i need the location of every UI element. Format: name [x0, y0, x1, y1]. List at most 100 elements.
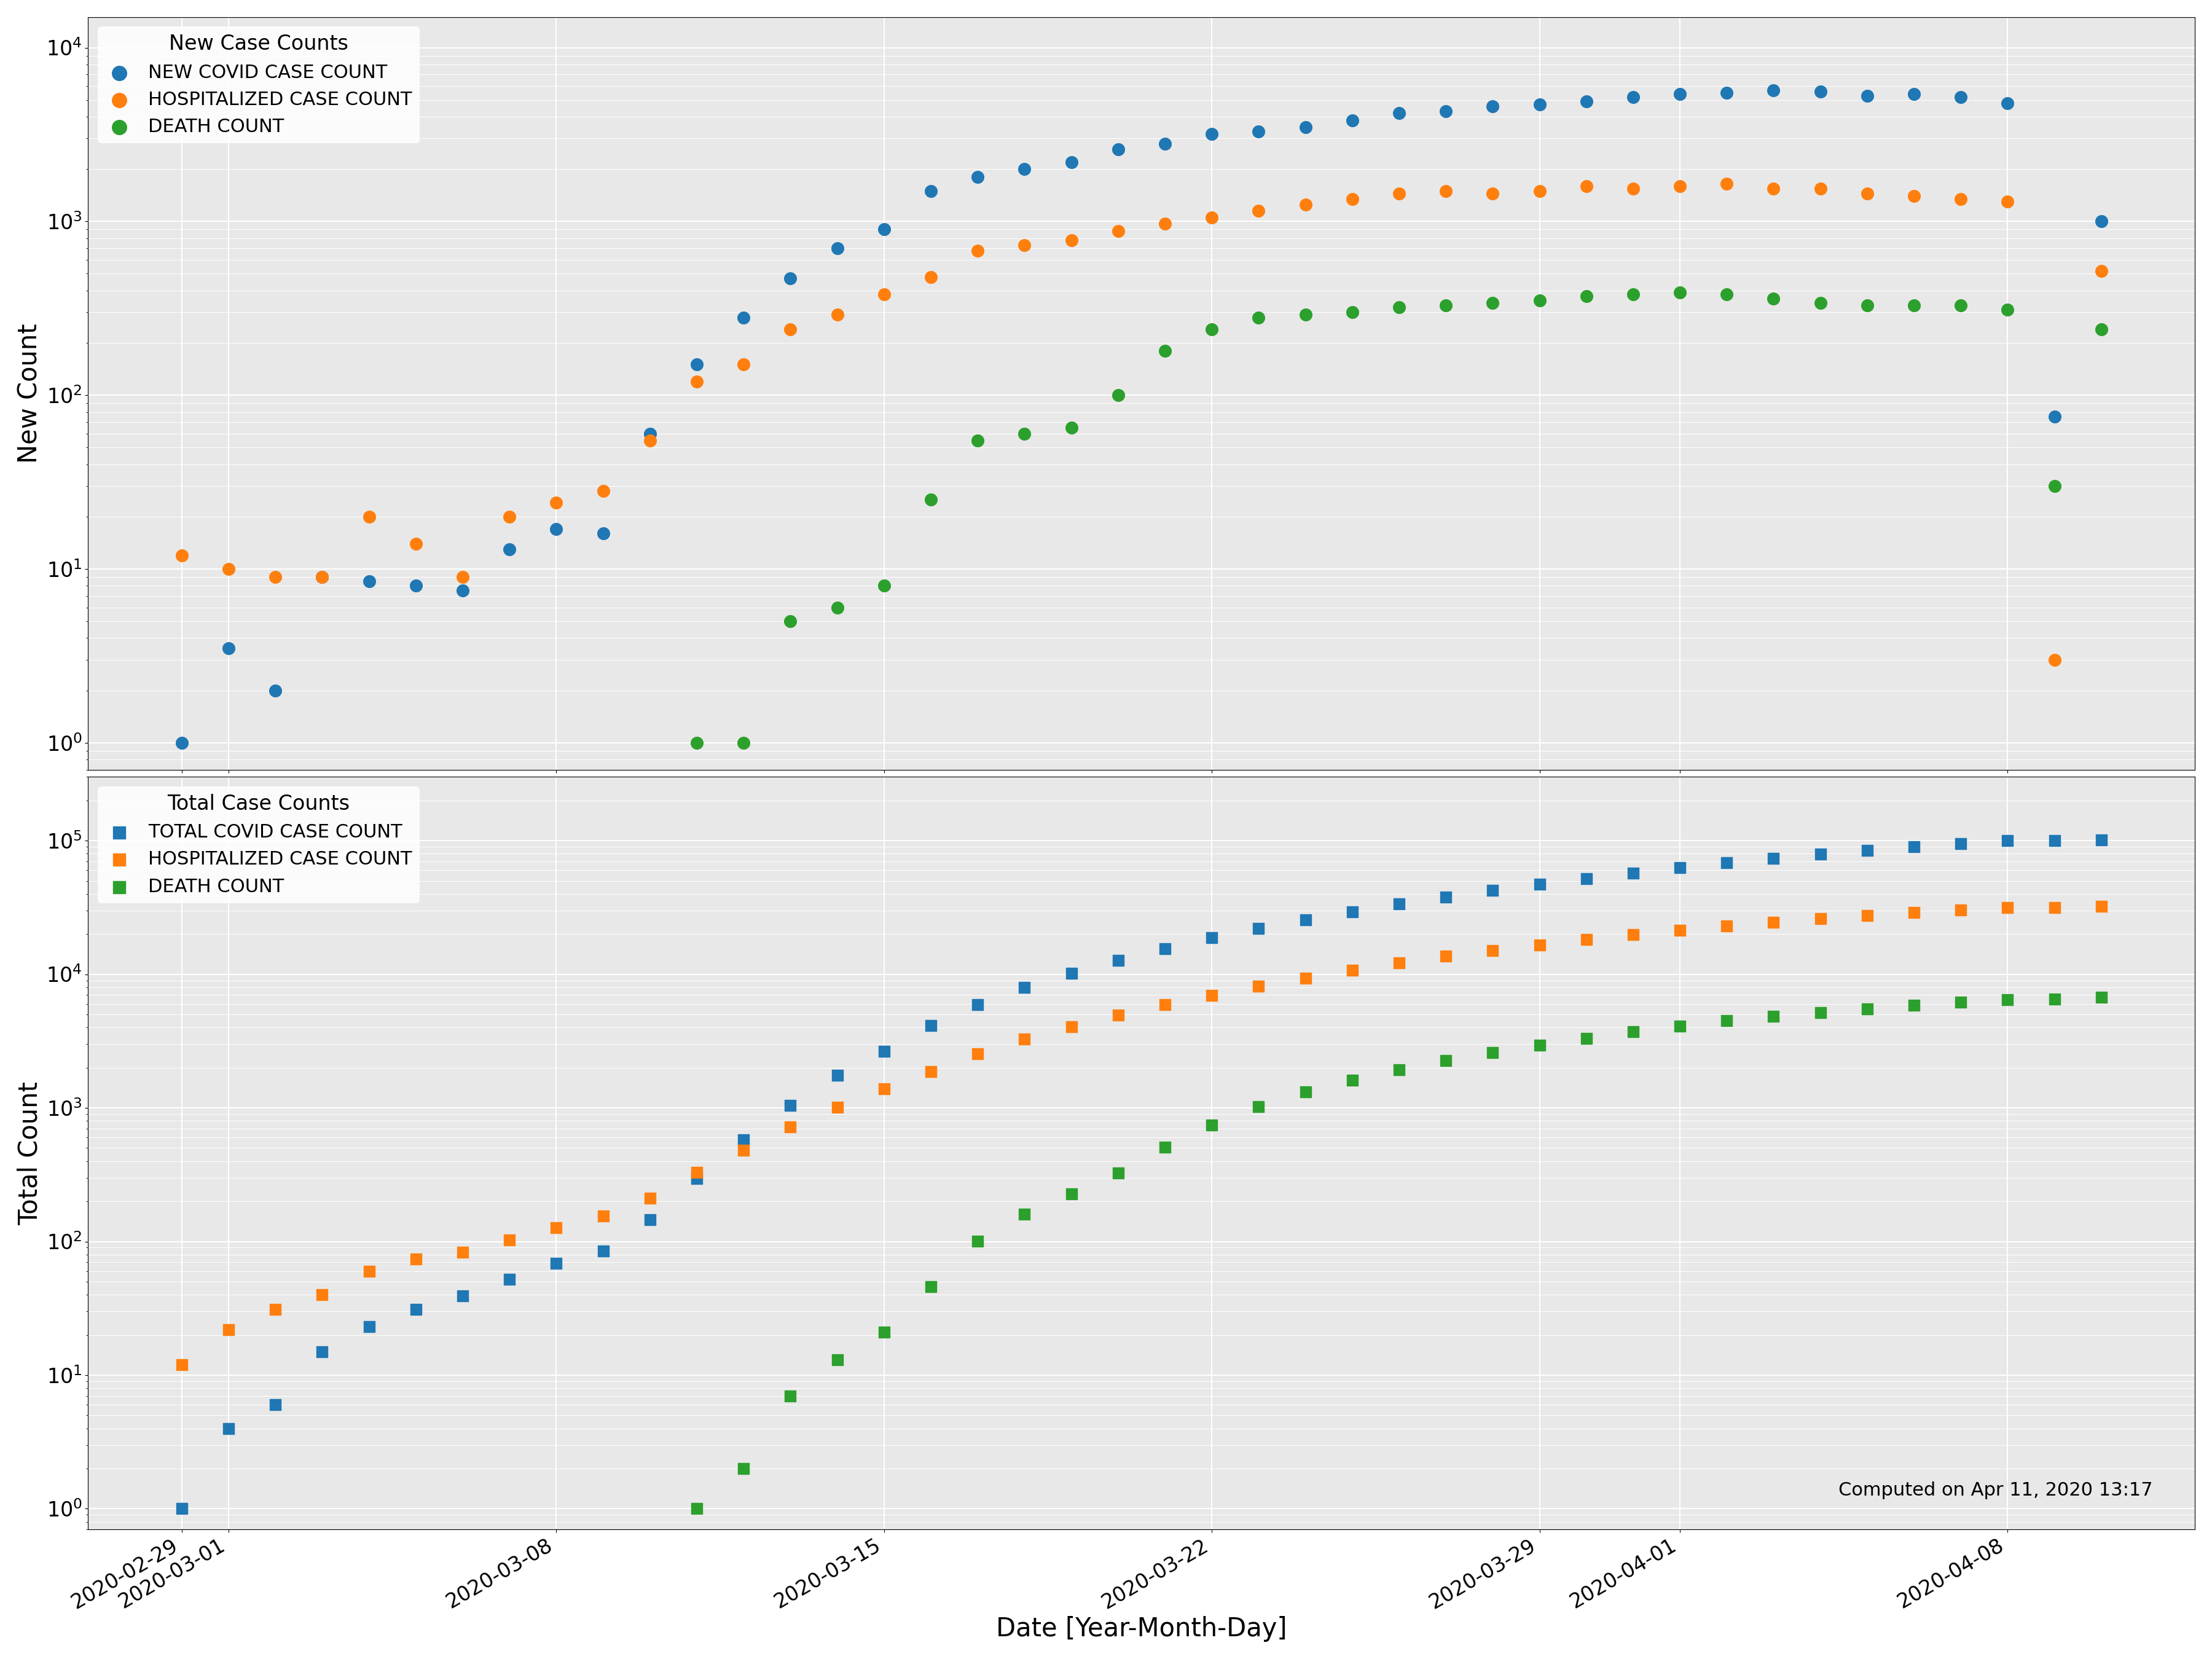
HOSPITALIZED CASE COUNT: [1991, 189, 2026, 216]
HOSPITALIZED CASE COUNT: [1148, 992, 1183, 1019]
DEATH COUNT: [1568, 1025, 1604, 1052]
NEW COVID CASE COUNT: [1429, 98, 1464, 124]
NEW COVID CASE COUNT: [352, 567, 387, 594]
NEW COVID CASE COUNT: [1661, 81, 1697, 108]
DEATH COUNT: [960, 1228, 995, 1254]
NEW COVID CASE COUNT: [586, 521, 622, 547]
HOSPITALIZED CASE COUNT: [1661, 917, 1697, 944]
NEW COVID CASE COUNT: [1287, 113, 1323, 139]
DEATH COUNT: [1380, 1057, 1416, 1083]
TOTAL COVID CASE COUNT: [1053, 961, 1088, 987]
DEATH COUNT: [867, 572, 902, 599]
NEW COVID CASE COUNT: [540, 516, 575, 542]
HOSPITALIZED CASE COUNT: [2037, 894, 2073, 921]
HOSPITALIZED CASE COUNT: [1053, 1014, 1088, 1040]
TOTAL COVID CASE COUNT: [1429, 884, 1464, 911]
NEW COVID CASE COUNT: [1942, 83, 1978, 109]
DEATH COUNT: [2084, 984, 2119, 1010]
HOSPITALIZED CASE COUNT: [164, 1350, 199, 1377]
DEATH COUNT: [1334, 299, 1369, 325]
DEATH COUNT: [1615, 1019, 1650, 1045]
TOTAL COVID CASE COUNT: [2084, 826, 2119, 853]
TOTAL COVID CASE COUNT: [1194, 924, 1230, 951]
NEW COVID CASE COUNT: [1148, 131, 1183, 158]
TOTAL COVID CASE COUNT: [1334, 899, 1369, 926]
TOTAL COVID CASE COUNT: [259, 1392, 294, 1418]
DEATH COUNT: [1429, 1047, 1464, 1073]
NEW COVID CASE COUNT: [1334, 108, 1369, 134]
DEATH COUNT: [1991, 985, 2026, 1012]
NEW COVID CASE COUNT: [2084, 207, 2119, 234]
NEW COVID CASE COUNT: [1006, 156, 1042, 182]
HOSPITALIZED CASE COUNT: [1099, 1002, 1135, 1029]
HOSPITALIZED CASE COUNT: [818, 1093, 854, 1120]
DEATH COUNT: [1756, 285, 1792, 312]
NEW COVID CASE COUNT: [772, 265, 807, 292]
HOSPITALIZED CASE COUNT: [1991, 894, 2026, 921]
X-axis label: Date [Year-Month-Day]: Date [Year-Month-Day]: [995, 1616, 1287, 1642]
HOSPITALIZED CASE COUNT: [1803, 176, 1838, 202]
HOSPITALIZED CASE COUNT: [1756, 909, 1792, 936]
HOSPITALIZED CASE COUNT: [1241, 197, 1276, 224]
TOTAL COVID CASE COUNT: [1803, 841, 1838, 868]
HOSPITALIZED CASE COUNT: [914, 264, 949, 290]
NEW COVID CASE COUNT: [1475, 93, 1511, 119]
TOTAL COVID CASE COUNT: [210, 1415, 246, 1442]
TOTAL COVID CASE COUNT: [540, 1249, 575, 1276]
TOTAL COVID CASE COUNT: [1661, 854, 1697, 881]
HOSPITALIZED CASE COUNT: [1380, 949, 1416, 975]
HOSPITALIZED CASE COUNT: [586, 478, 622, 504]
HOSPITALIZED CASE COUNT: [1334, 957, 1369, 984]
DEATH COUNT: [1756, 1004, 1792, 1030]
DEATH COUNT: [1241, 1093, 1276, 1120]
DEATH COUNT: [1896, 992, 1931, 1019]
HOSPITALIZED CASE COUNT: [772, 315, 807, 342]
NEW COVID CASE COUNT: [960, 164, 995, 191]
DEATH COUNT: [2084, 315, 2119, 342]
HOSPITALIZED CASE COUNT: [726, 352, 761, 378]
Y-axis label: Total Count: Total Count: [18, 1082, 42, 1224]
TOTAL COVID CASE COUNT: [1522, 871, 1557, 898]
DEATH COUNT: [1053, 415, 1088, 441]
HOSPITALIZED CASE COUNT: [164, 542, 199, 569]
NEW COVID CASE COUNT: [818, 236, 854, 262]
TOTAL COVID CASE COUNT: [818, 1062, 854, 1088]
HOSPITALIZED CASE COUNT: [210, 1316, 246, 1342]
NEW COVID CASE COUNT: [1522, 91, 1557, 118]
NEW COVID CASE COUNT: [1099, 136, 1135, 163]
DEATH COUNT: [726, 730, 761, 757]
TOTAL COVID CASE COUNT: [352, 1314, 387, 1340]
HOSPITALIZED CASE COUNT: [679, 368, 714, 395]
TOTAL COVID CASE COUNT: [398, 1296, 434, 1322]
DEATH COUNT: [1287, 302, 1323, 328]
NEW COVID CASE COUNT: [1615, 83, 1650, 109]
TOTAL COVID CASE COUNT: [1849, 836, 1885, 863]
DEATH COUNT: [1710, 280, 1745, 307]
NEW COVID CASE COUNT: [445, 577, 480, 604]
HOSPITALIZED CASE COUNT: [352, 503, 387, 529]
HOSPITALIZED CASE COUNT: [1568, 173, 1604, 199]
TOTAL COVID CASE COUNT: [867, 1039, 902, 1065]
HOSPITALIZED CASE COUNT: [867, 1075, 902, 1102]
HOSPITALIZED CASE COUNT: [867, 280, 902, 307]
HOSPITALIZED CASE COUNT: [445, 1239, 480, 1266]
HOSPITALIZED CASE COUNT: [960, 1040, 995, 1067]
HOSPITALIZED CASE COUNT: [633, 1185, 668, 1211]
HOSPITALIZED CASE COUNT: [2037, 647, 2073, 674]
DEATH COUNT: [1148, 1135, 1183, 1161]
NEW COVID CASE COUNT: [1568, 88, 1604, 114]
Y-axis label: New Count: New Count: [18, 324, 42, 463]
TOTAL COVID CASE COUNT: [1896, 833, 1931, 859]
DEATH COUNT: [726, 1455, 761, 1481]
HOSPITALIZED CASE COUNT: [259, 564, 294, 591]
NEW COVID CASE COUNT: [2037, 403, 2073, 430]
DEATH COUNT: [1849, 995, 1885, 1022]
DEATH COUNT: [1006, 1201, 1042, 1228]
HOSPITALIZED CASE COUNT: [1334, 186, 1369, 212]
TOTAL COVID CASE COUNT: [1099, 947, 1135, 974]
HOSPITALIZED CASE COUNT: [1475, 181, 1511, 207]
TOTAL COVID CASE COUNT: [1710, 849, 1745, 876]
NEW COVID CASE COUNT: [1803, 78, 1838, 105]
HOSPITALIZED CASE COUNT: [586, 1203, 622, 1229]
DEATH COUNT: [867, 1319, 902, 1345]
